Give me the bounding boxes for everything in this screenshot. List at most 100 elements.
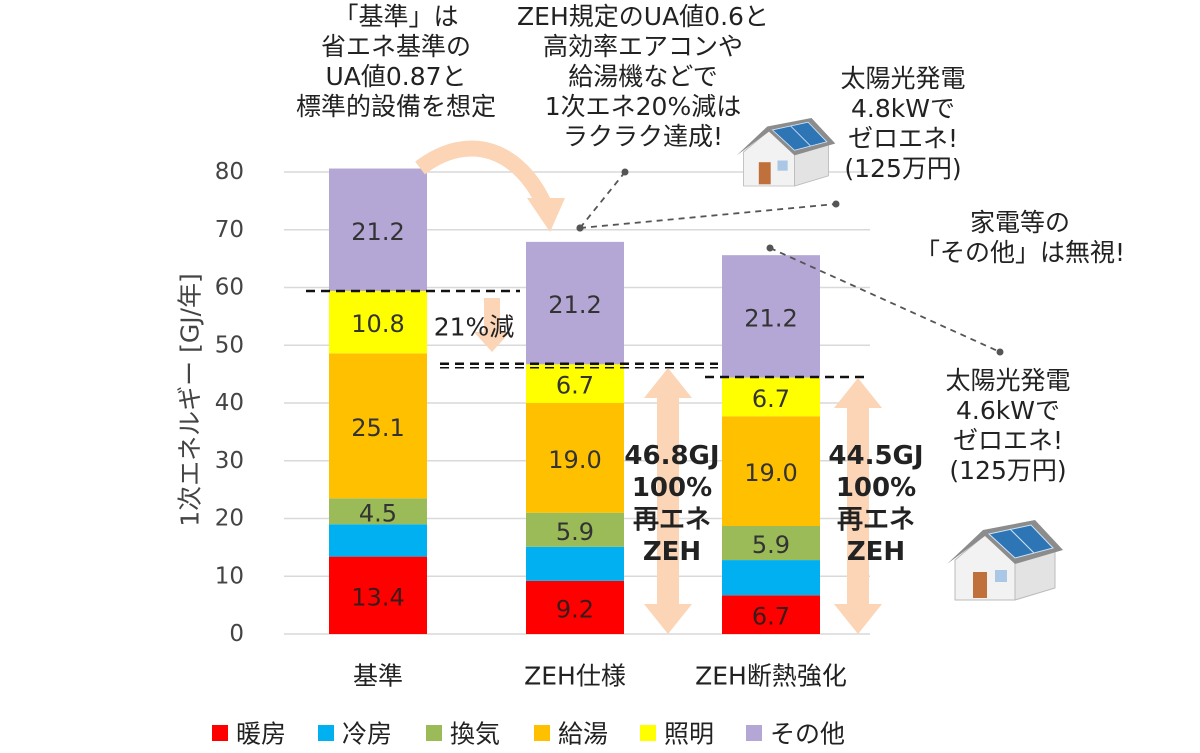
legend-label: 暖房 (236, 720, 286, 749)
zeh-note: ZEH規定のUA値0.6と 高効率エアコンや 給湯機などで 1次エネ20%減は … (513, 2, 773, 152)
y-tick-label: 40 (215, 390, 244, 416)
bar-segment (722, 377, 820, 417)
legend: 暖房 冷房 換気 給湯 照明 その他 (212, 720, 845, 749)
y-tick-label: 80 (215, 159, 244, 185)
legend-swatch (640, 725, 656, 741)
zeh-text: 100% (836, 473, 916, 503)
data-label: 21.2 (744, 304, 797, 332)
bar-segment (722, 526, 820, 561)
data-label: 4.5 (359, 499, 397, 527)
bar-segment (526, 403, 624, 513)
house-window (995, 570, 1007, 582)
zeh-text: 44.5GJ (828, 441, 923, 471)
x-tick-label: ZEH断熱強化 (695, 662, 847, 691)
house-door (973, 572, 987, 598)
kijun-note: 「基準」は 省エネ基準の UA値0.87と 標準的設備を想定 (296, 2, 496, 122)
panel-line (789, 125, 811, 147)
solar-panel (771, 121, 828, 151)
bar-segment (329, 353, 427, 499)
leader-line (579, 171, 626, 229)
zeh-text: ZEH (643, 537, 701, 567)
curved-arrow-head-icon (527, 198, 565, 232)
house-window (777, 160, 788, 171)
x-tick-label: 基準 (353, 662, 403, 691)
zeh-note-line: 給湯機などで (568, 62, 718, 91)
legend-label: 換気 (450, 720, 500, 749)
legend-swatch (746, 725, 762, 741)
leader-dot (766, 244, 774, 252)
bar-segment (526, 364, 624, 403)
other-note-line: 「その他」は無視! (914, 238, 1126, 267)
legend-label: 冷房 (342, 720, 392, 749)
reduction-label: 21%減 (434, 313, 515, 342)
solar-house-icon (736, 118, 836, 187)
data-label: 5.9 (752, 531, 790, 559)
y-tick-label: 0 (229, 621, 244, 647)
zeh-text: 46.8GJ (624, 441, 719, 471)
solar-bottom-line: (125万円) (949, 456, 1067, 485)
bar-segment (329, 524, 427, 557)
legend-label: その他 (770, 720, 845, 749)
bar-segment (329, 168, 427, 291)
data-label: 19.0 (744, 459, 797, 487)
bar-segment (722, 255, 820, 378)
legend-label: 照明 (664, 720, 714, 749)
data-label: 21.2 (548, 291, 601, 319)
axes: 0 10 20 30 40 50 60 70 80 1次エネルギー [GJ/年] 基準 ZEH仕様 ZE… (176, 159, 847, 691)
solar-top-line: (125万円) (844, 154, 962, 183)
solar-bottom-line: 太陽光発電 (945, 366, 1071, 395)
leader-dot (996, 348, 1004, 356)
bar-segment (526, 546, 624, 581)
bar-segment (526, 580, 624, 634)
y-tick-label: 50 (215, 332, 244, 358)
solar-panel (987, 524, 1054, 559)
y-tick-label: 10 (215, 563, 244, 589)
solar-top-note: 太陽光発電 4.8kWで ゼロエネ! (125万円) (813, 64, 993, 184)
zeh-text: 再エネ (837, 505, 915, 535)
double-arrow-icon (834, 378, 882, 634)
y-tick-label: 20 (215, 506, 244, 532)
double-arrow-icon (644, 368, 692, 634)
panel-line (1009, 528, 1035, 554)
other-note-line: 家電等の (969, 208, 1070, 237)
solar-top-line: 4.8kWで (851, 94, 955, 123)
leader-dot (621, 168, 629, 176)
bar-segment (722, 416, 820, 527)
bars: 13.4 4.5 25.1 10.8 21.2 9.2 5.9 19.0 6.7 21.2 6.7 5… (329, 168, 820, 634)
data-label: 13.4 (351, 583, 404, 611)
y-tick-label: 70 (215, 217, 244, 243)
solar-bottom-line: 4.6kWで (956, 396, 1060, 425)
bar-segment (329, 556, 427, 634)
house-door (758, 162, 771, 185)
solar-bottom-note: 太陽光発電 4.6kWで ゼロエネ! (125万円) (918, 366, 1098, 486)
data-label: 21.2 (351, 218, 404, 246)
data-label: 10.8 (351, 310, 404, 338)
bar-segment (722, 560, 820, 596)
bar-segment (526, 241, 624, 365)
zeh-note-line: ラクラク達成! (562, 122, 724, 151)
x-tick-label: ZEH仕様 (524, 662, 626, 691)
kijun-note-line: 省エネ基準の (320, 32, 471, 61)
legend-swatch (426, 725, 442, 741)
data-label: 6.7 (752, 603, 790, 631)
zeh-note-line: 1次エネ20%減は (544, 92, 742, 121)
bar-segment (526, 512, 624, 547)
zeh-note-line: 高効率エアコンや (542, 32, 743, 61)
data-label: 6.7 (556, 372, 594, 400)
down-arrow-icon (474, 298, 510, 352)
legend-swatch (212, 725, 228, 741)
solar-house-icon (947, 520, 1063, 601)
leader-dot (832, 200, 840, 208)
data-label: 5.9 (556, 518, 594, 546)
other-note: 家電等の 「その他」は無視! (900, 208, 1140, 268)
data-label: 6.7 (752, 385, 790, 413)
data-label: 9.2 (556, 595, 594, 623)
solar-top-line: ゼロエネ! (847, 124, 959, 153)
leader-dot (576, 224, 584, 232)
kijun-note-line: UA値0.87と (325, 62, 467, 91)
data-label: 25.1 (351, 414, 404, 442)
y-tick-label: 30 (215, 448, 244, 474)
y-tick-label: 60 (215, 275, 244, 301)
